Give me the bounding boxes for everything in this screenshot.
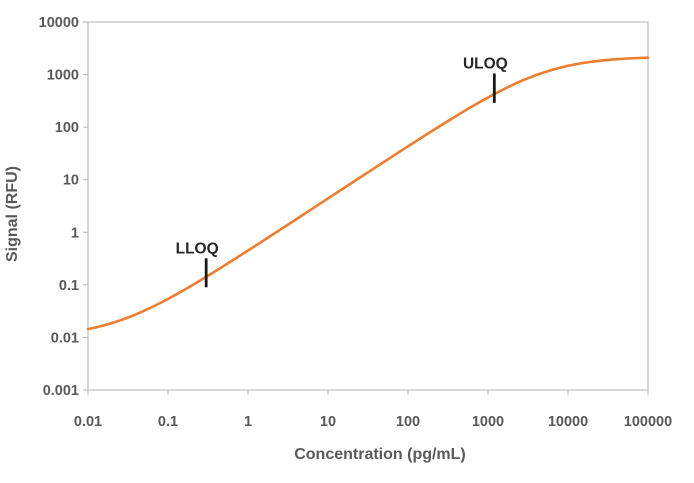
calibration-curve [86, 56, 650, 331]
y-tick-label: 10000 [39, 15, 79, 31]
x-tick-label: 10000 [548, 414, 588, 430]
x-tick-label: 0.1 [158, 414, 178, 430]
curve-layer [86, 56, 650, 331]
y-axis-title: Signal (RFU) [4, 166, 21, 262]
y-tick-label: 0.01 [51, 330, 79, 346]
annotation-label-lloq: LLOQ [176, 240, 219, 257]
annotation-label-uloq: ULOQ [463, 55, 508, 72]
plot-border [87, 21, 649, 391]
y-tick-label: 100 [55, 120, 79, 136]
x-tick-label: 1 [244, 414, 252, 430]
y-tick-label: 0.001 [43, 383, 79, 399]
y-tick-label: 0.1 [59, 278, 79, 294]
x-tick-label: 0.01 [74, 414, 102, 430]
x-tick-label: 1000 [472, 414, 504, 430]
annotations-layer: LLOQ ULOQ [176, 55, 508, 288]
x-tick-label: 100000 [624, 414, 672, 430]
y-tick-label: 1 [71, 225, 79, 241]
x-tick-label: 100 [396, 414, 420, 430]
y-tick-label: 10 [63, 173, 79, 189]
x-tick-label: 10 [320, 414, 336, 430]
y-tick-label: 1000 [47, 68, 79, 84]
x-axis-title: Concentration (pg/mL) [294, 446, 466, 463]
axes-layer: 10000 1000 100 10 1 0.1 0.01 0.001 0.01 0.1 1 10 100… [39, 15, 673, 430]
